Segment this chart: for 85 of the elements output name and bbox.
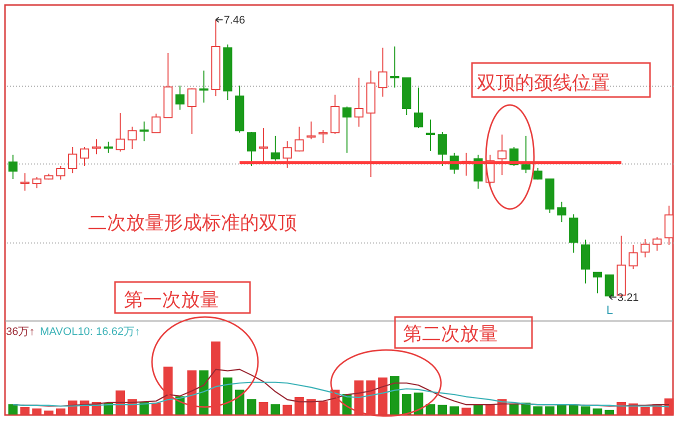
candlestick (628, 244, 638, 270)
candlestick (521, 135, 530, 174)
bar (414, 392, 424, 414)
candlestick (306, 121, 316, 140)
bar (282, 404, 292, 414)
candlestick (294, 126, 304, 152)
candlestick (426, 119, 436, 152)
candlestick (152, 113, 161, 134)
bar (32, 408, 42, 414)
candlestick (270, 135, 280, 162)
bar (318, 401, 328, 414)
candlestick (68, 146, 78, 174)
candlestick (318, 130, 328, 144)
bar (306, 399, 316, 414)
bar (246, 399, 256, 414)
candlestick (92, 138, 102, 155)
bar (8, 404, 18, 414)
candlestick (652, 236, 662, 252)
bar (568, 404, 578, 414)
bar (450, 406, 459, 414)
bar (533, 406, 542, 414)
bar (402, 394, 412, 414)
bar (509, 404, 519, 414)
annotation: 二次放量形成标准的双顶 (88, 213, 297, 234)
candlestick (246, 131, 256, 166)
candlestick (390, 46, 400, 88)
text: MAVOL10: 16.62万↑ (40, 326, 140, 338)
bar (258, 402, 268, 414)
candlestick (258, 128, 268, 163)
bar (485, 404, 495, 414)
bar (474, 404, 483, 414)
bar (294, 396, 304, 414)
bar (44, 410, 54, 414)
bar (366, 380, 376, 414)
annotation: 3.21 (617, 292, 639, 304)
annotation: L (606, 303, 614, 318)
candlestick (56, 165, 66, 180)
bar (234, 390, 244, 414)
candlestick (140, 121, 149, 142)
bar (580, 406, 590, 414)
candlestick (20, 172, 30, 192)
candlestick (414, 87, 424, 129)
candlestick (342, 106, 352, 154)
candlestick (354, 77, 364, 128)
candlestick (438, 131, 447, 166)
candlestick (282, 140, 292, 168)
candlestick (199, 70, 208, 104)
candlestick (664, 205, 674, 246)
bar (116, 390, 125, 414)
text: 36万↑ (6, 326, 35, 338)
bar (20, 407, 30, 414)
bar (592, 408, 602, 414)
bar (223, 378, 232, 414)
bar (151, 402, 161, 414)
bar (462, 408, 471, 414)
candlestick (640, 238, 650, 258)
bar (616, 402, 626, 414)
candlestick (557, 201, 566, 223)
candlestick (175, 85, 185, 110)
candlestick (187, 88, 196, 134)
bar (378, 378, 388, 414)
candlestick (80, 146, 90, 166)
bar (557, 404, 566, 414)
candlestick (128, 126, 137, 150)
bar (640, 407, 650, 414)
bar (438, 404, 448, 414)
candlestick (8, 154, 18, 180)
annotation: 7.46 (224, 14, 246, 27)
candlestick (378, 47, 388, 98)
candlestick (592, 272, 602, 294)
bar (199, 370, 208, 414)
bar (426, 404, 436, 414)
candlestick (604, 274, 614, 298)
annotation: 第二次放量 (403, 324, 498, 345)
bar (545, 406, 554, 414)
annotation: 双顶的颈线位置 (477, 73, 610, 94)
bar (56, 408, 66, 414)
bar (270, 404, 280, 414)
candlestick (32, 176, 42, 189)
bar (390, 376, 400, 414)
candlestick (497, 134, 507, 176)
annotation: 第一次放量 (124, 290, 219, 311)
candlestick (104, 141, 113, 154)
candlestick (116, 112, 125, 152)
bar (604, 410, 614, 414)
